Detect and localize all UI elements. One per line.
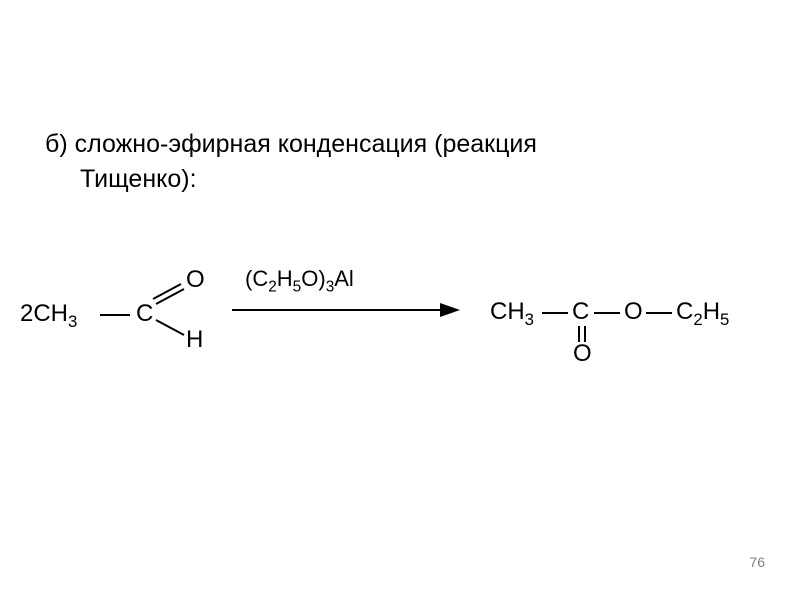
product-s2: 2: [693, 310, 702, 329]
product-carbon: C: [572, 298, 589, 326]
cat-o: O): [301, 266, 325, 291]
product-s3: 5: [720, 310, 729, 329]
bond-p-o-c2: [646, 312, 672, 314]
product-h5: H: [703, 298, 720, 325]
reaction-arrow: [232, 298, 464, 322]
cat-s1: 2: [268, 278, 277, 295]
cat-s3: 3: [326, 278, 335, 295]
product: CH3: [490, 298, 534, 330]
product-oxygen-double: O: [573, 340, 592, 368]
bond-p-ch3-c: [542, 312, 568, 314]
product-oxygen-1: O: [624, 298, 643, 326]
cat-pre: (C: [245, 266, 268, 291]
cat-s2: 5: [293, 278, 302, 295]
product-c2: C: [676, 298, 693, 325]
product-s1: 3: [525, 310, 534, 329]
bond-p-c-o: [594, 312, 620, 314]
product-c2h5: C2H5: [676, 298, 729, 330]
page-number: 76: [749, 554, 765, 570]
product-ch: CH: [490, 298, 525, 325]
catalyst-label: (C2H5O)3Al: [245, 266, 354, 296]
cat-al: Al: [334, 266, 354, 291]
cat-h: H: [277, 266, 293, 291]
reactant-hydrogen: H: [186, 326, 203, 354]
